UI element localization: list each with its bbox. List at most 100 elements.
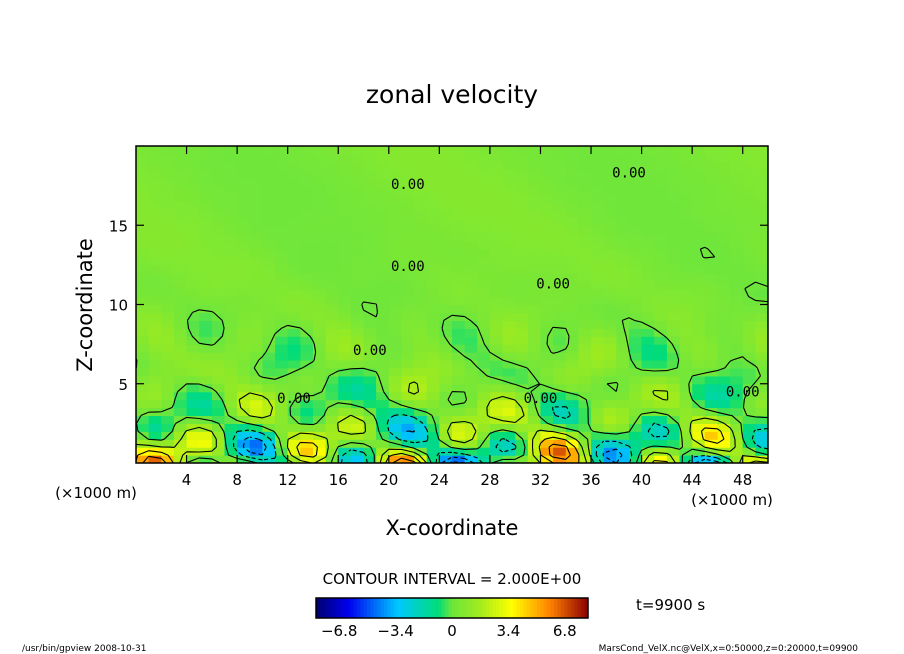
- field-cell: [591, 241, 605, 250]
- field-cell: [426, 431, 440, 440]
- field-cell: [312, 193, 327, 203]
- field-cell: [287, 209, 301, 218]
- field-cell: [148, 201, 162, 210]
- field-cell: [312, 280, 327, 290]
- field-cell: [439, 296, 453, 306]
- field-cell: [717, 288, 731, 298]
- field-cell: [452, 241, 466, 250]
- field-cell: [641, 161, 655, 171]
- field-cell: [136, 391, 150, 401]
- field-cell: [515, 304, 529, 314]
- field-cell: [325, 367, 339, 377]
- field-cell: [439, 161, 453, 171]
- field-cell: [692, 296, 706, 306]
- field-cell: [237, 153, 251, 163]
- field-cell: [300, 193, 314, 203]
- field-cell: [439, 439, 453, 448]
- colorbar-segment: [438, 598, 443, 618]
- field-cell: [363, 256, 377, 266]
- field-cell: [275, 146, 289, 155]
- field-cell: [338, 233, 352, 242]
- field-cell: [173, 249, 188, 258]
- field-cell: [338, 431, 352, 440]
- field-cell: [755, 280, 768, 290]
- field-cell: [603, 439, 617, 448]
- field-cell: [148, 169, 162, 179]
- field-cell: [262, 280, 276, 290]
- colorbar-segment: [397, 598, 402, 618]
- field-cell: [641, 241, 655, 250]
- field-cell: [439, 169, 453, 179]
- colorbar-segment: [404, 598, 409, 618]
- field-cell: [148, 375, 162, 385]
- field-cell: [464, 423, 478, 432]
- field-cell: [540, 447, 554, 456]
- colorbar-segment: [435, 598, 439, 618]
- field-cell: [211, 241, 226, 250]
- field-cell: [692, 336, 706, 345]
- field-cell: [717, 455, 731, 463]
- field-cell: [376, 399, 390, 409]
- field-cell: [591, 225, 605, 234]
- field-cell: [515, 256, 529, 266]
- field-cell: [704, 280, 719, 290]
- field-cell: [666, 209, 681, 218]
- field-cell: [173, 264, 188, 274]
- colorbar-segment: [363, 598, 368, 618]
- colorbar-segment: [367, 598, 371, 618]
- colorbar-segment: [574, 598, 579, 618]
- field-cell: [173, 288, 188, 298]
- field-cell: [603, 375, 617, 385]
- field-cell: [388, 193, 403, 203]
- field-cell: [452, 383, 466, 393]
- field-cell: [161, 415, 175, 424]
- field-cell: [363, 423, 377, 432]
- field-cell: [730, 359, 744, 369]
- colorbar-ticks: −6.8 −3.4 0 3.4 6.8: [321, 622, 577, 640]
- field-cell: [224, 423, 238, 432]
- field-cell: [249, 256, 263, 266]
- field-cell: [275, 447, 289, 456]
- field-cell: [641, 272, 655, 282]
- field-cell: [388, 288, 403, 298]
- field-cell: [464, 201, 478, 210]
- field-cell: [730, 264, 744, 274]
- field-cell: [527, 280, 542, 290]
- field-cell: [237, 225, 251, 234]
- field-cell: [287, 423, 301, 432]
- field-cell: [464, 161, 478, 171]
- field-cell: [515, 447, 529, 456]
- field-cell: [616, 256, 630, 266]
- colorbar-segment: [540, 598, 545, 618]
- colorbar-segment: [526, 598, 531, 618]
- field-cell: [730, 241, 744, 250]
- field-cell: [211, 169, 226, 179]
- field-cell: [464, 336, 478, 345]
- field-cell: [452, 161, 466, 171]
- field-cell: [136, 455, 150, 463]
- field-cell: [148, 383, 162, 393]
- colorbar-segment: [465, 598, 470, 618]
- field-cell: [287, 233, 301, 242]
- field-cell: [426, 383, 440, 393]
- field-cell: [717, 359, 731, 369]
- field-cell: [237, 177, 251, 187]
- field-cell: [641, 431, 655, 440]
- field-cell: [489, 320, 504, 329]
- field-cell: [515, 233, 529, 242]
- field-cell: [730, 336, 744, 345]
- field-cell: [287, 367, 301, 377]
- field-cell: [275, 423, 289, 432]
- field-cell: [136, 256, 150, 266]
- field-cell: [628, 193, 643, 203]
- field-cell: [679, 399, 693, 409]
- field-cell: [464, 217, 478, 226]
- field-cell: [376, 201, 390, 210]
- field-cell: [502, 169, 516, 179]
- field-cell: [565, 241, 579, 250]
- field-cell: [287, 272, 301, 282]
- field-cell: [199, 296, 213, 306]
- field-cell: [477, 439, 491, 448]
- field-cell: [338, 201, 352, 210]
- field-cell: [224, 161, 238, 171]
